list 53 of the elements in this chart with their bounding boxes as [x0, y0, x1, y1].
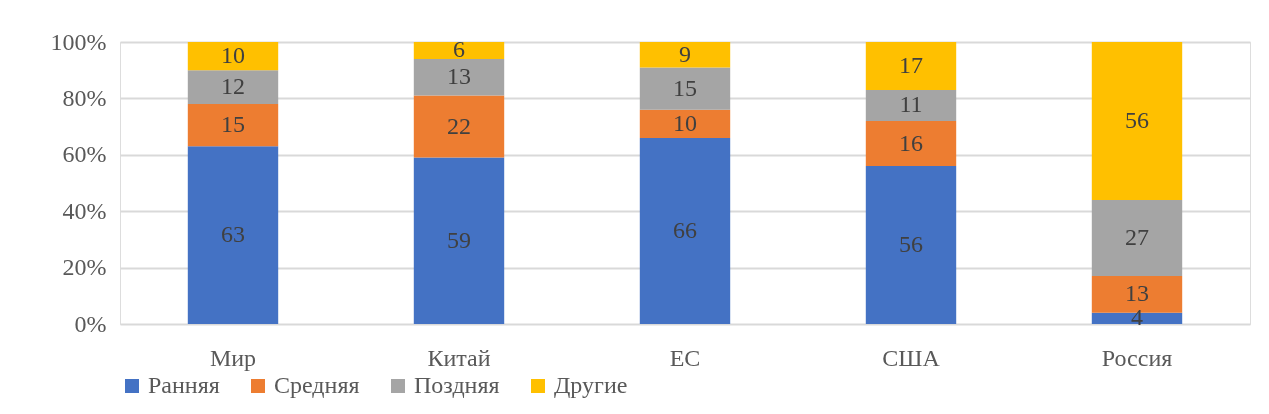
bar [187, 70, 279, 105]
bar [413, 58, 505, 96]
data-label: 10 [673, 109, 697, 136]
x-tick-label: Китай [427, 344, 491, 371]
bar [865, 120, 957, 167]
legend-label: Поздняя [414, 372, 500, 398]
data-label: 27 [1125, 223, 1149, 250]
bar [865, 42, 957, 90]
legend-label: Другие [554, 372, 628, 398]
bar [639, 137, 731, 324]
bar [639, 109, 731, 138]
bar [639, 67, 731, 110]
bar [1091, 42, 1183, 200]
data-label: 16 [899, 129, 923, 156]
data-label: 56 [899, 231, 923, 258]
data-label: 15 [221, 111, 245, 138]
data-label: 12 [221, 73, 245, 100]
bar [1091, 312, 1183, 324]
data-label: 11 [899, 91, 923, 118]
data-label: 59 [447, 226, 471, 253]
data-label: 17 [899, 51, 923, 78]
bar [187, 104, 279, 147]
bar [639, 42, 731, 68]
x-tick-label: Россия [1101, 344, 1173, 371]
y-tick-label: 20% [62, 254, 107, 281]
y-tick-label: 80% [62, 84, 107, 111]
bar [413, 95, 505, 158]
data-label: 15 [673, 74, 697, 101]
y-tick-label: 100% [50, 28, 107, 55]
data-label: 10 [221, 42, 245, 69]
legend-label: Ранняя [148, 372, 220, 398]
y-tick-label: 40% [62, 197, 107, 224]
x-tick-label: США [882, 344, 941, 371]
bar [187, 146, 279, 324]
data-label: 22 [447, 112, 471, 139]
legend-label: Средняя [274, 372, 360, 398]
bar [413, 157, 505, 324]
data-label: 6 [453, 36, 465, 63]
data-label: 63 [221, 221, 245, 248]
y-tick-label: 60% [62, 141, 107, 168]
data-label: 56 [1125, 106, 1149, 133]
y-tick-label: 0% [74, 310, 107, 337]
x-tick-label: ЕС [669, 344, 701, 371]
bar [413, 42, 505, 59]
data-label: 13 [1125, 280, 1149, 307]
data-label: 13 [447, 63, 471, 90]
bar [865, 166, 957, 324]
x-tick-label: Мир [209, 344, 257, 371]
data-label: 66 [673, 216, 697, 243]
bar [187, 42, 279, 71]
data-label: 9 [679, 40, 691, 67]
bar [865, 89, 957, 121]
bar [1091, 199, 1183, 277]
